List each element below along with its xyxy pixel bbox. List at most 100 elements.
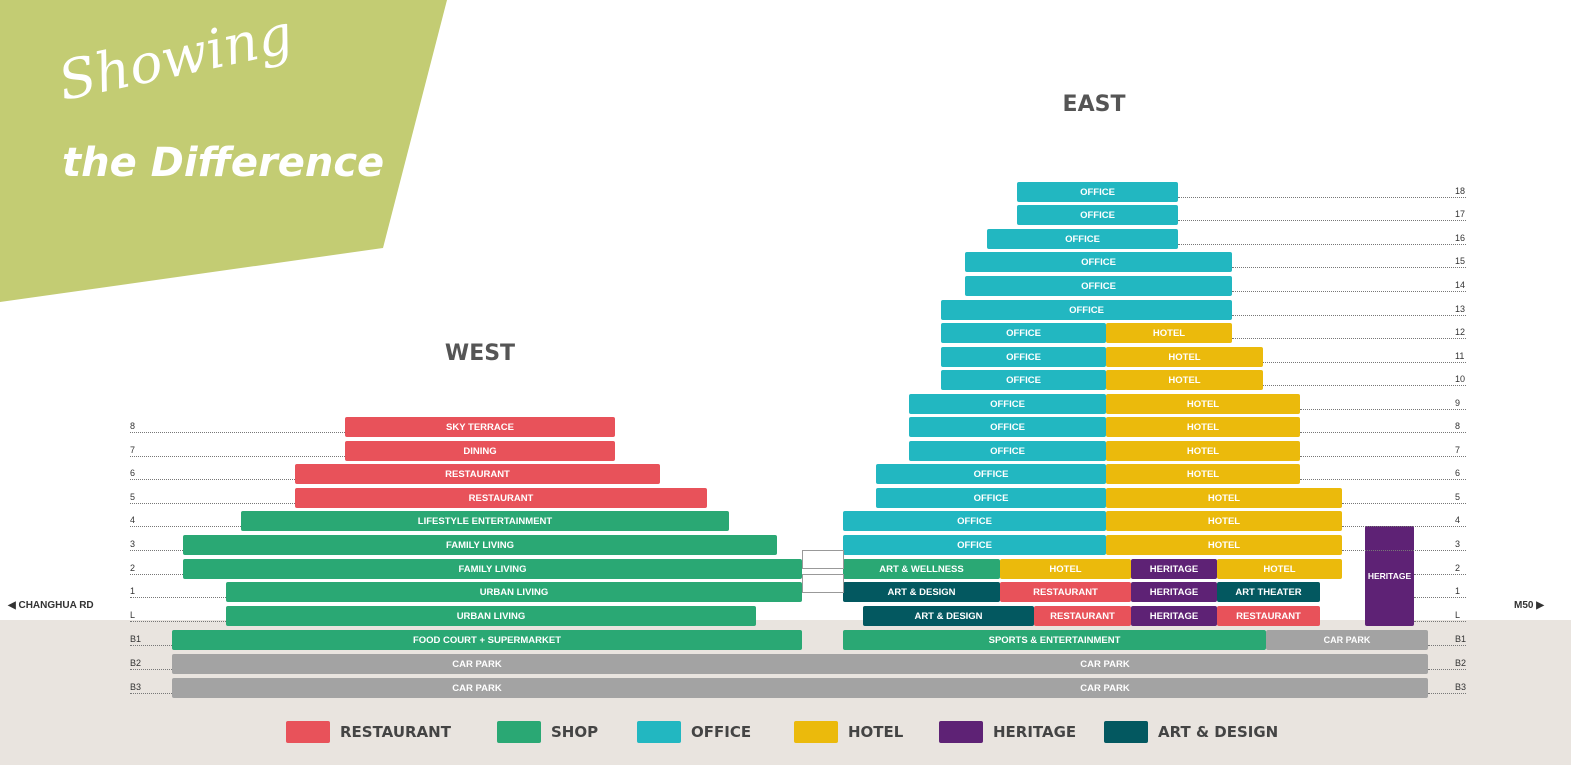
east-floor-2-heritage-block: HERITAGE [1131, 559, 1217, 579]
east-floor-1-restaurant-block: RESTAURANT [1000, 582, 1131, 602]
east-floor-label: B1 [1455, 634, 1467, 644]
west-floor-7-dining-block: DINING [345, 441, 615, 461]
east-floor-2-hotel-block: HOTEL [1000, 559, 1131, 579]
east-floor-b3-car-park-block: CAR PARK [782, 678, 1428, 698]
east-floor-3-hotel-block: HOTEL [1106, 535, 1342, 555]
west-floor-5-restaurant-block: RESTAURANT [295, 488, 707, 508]
east-floor-9-office-block: OFFICE [909, 394, 1106, 414]
west-floor-label: 4 [130, 515, 136, 525]
west-floor-leader-line [130, 621, 226, 622]
east-floor-leader-line [1232, 291, 1466, 292]
west-floor-l-urban-living-block: URBAN LIVING [226, 606, 756, 626]
east-floor-label: 10 [1455, 374, 1466, 384]
west-floor-label: B1 [130, 634, 142, 644]
east-floor-8-hotel-block: HOTEL [1106, 417, 1300, 437]
west-floor-label: 5 [130, 492, 136, 502]
east-floor-leader-line [1414, 621, 1466, 622]
east-floor-label: 1 [1455, 586, 1461, 596]
east-floor-label: 16 [1455, 233, 1466, 243]
east-floor-label: B3 [1455, 682, 1467, 692]
bridge-connector [802, 550, 844, 569]
west-floor-leader-line [130, 574, 183, 575]
east-floor-9-hotel-block: HOTEL [1106, 394, 1300, 414]
east-heading: EAST [1062, 92, 1126, 117]
east-floor-leader-line [1342, 526, 1466, 527]
title-line-2: the Difference [62, 140, 385, 186]
east-floor-13-office-block: OFFICE [941, 300, 1232, 320]
east-floor-label: 6 [1455, 468, 1461, 478]
east-floor-leader-line [1342, 503, 1466, 504]
west-floor-6-restaurant-block: RESTAURANT [295, 464, 660, 484]
east-floor-15-office-block: OFFICE [965, 252, 1232, 272]
legend-label: ART & DESIGN [1158, 723, 1279, 741]
east-floor-7-office-block: OFFICE [909, 441, 1106, 461]
east-floor-leader-line [1428, 645, 1466, 646]
east-floor-leader-line [1300, 432, 1466, 433]
east-floor-label: 18 [1455, 186, 1466, 196]
legend-swatch [794, 721, 838, 743]
west-floor-3-family-living-block: FAMILY LIVING [183, 535, 777, 555]
east-floor-3-office-block: OFFICE [843, 535, 1106, 555]
east-floor-7-hotel-block: HOTEL [1106, 441, 1300, 461]
legend-label: SHOP [551, 723, 599, 741]
east-floor-label: 15 [1455, 256, 1466, 266]
west-floor-label: 7 [130, 445, 136, 455]
east-floor-leader-line [1178, 244, 1466, 245]
west-floor-4-lifestyle-entertainment-block: LIFESTYLE ENTERTAINMENT [241, 511, 729, 531]
east-floor-leader-line [1178, 197, 1466, 198]
west-floor-label: 6 [130, 468, 136, 478]
east-floor-5-office-block: OFFICE [876, 488, 1106, 508]
legend-swatch [497, 721, 541, 743]
legend-label: HOTEL [848, 723, 904, 741]
west-floor-b1-food-court-supermarket-block: FOOD COURT + SUPERMARKET [172, 630, 802, 650]
west-floor-leader-line [130, 693, 172, 694]
west-floor-label: 3 [130, 539, 136, 549]
east-floor-14-office-block: OFFICE [965, 276, 1232, 296]
west-floor-leader-line [130, 432, 345, 433]
east-floor-2-art-wellness-block: ART & WELLNESS [843, 559, 1000, 579]
east-floor-b2-car-park-block: CAR PARK [782, 654, 1428, 674]
east-floor-leader-line [1178, 220, 1466, 221]
east-floor-2-hotel-block: HOTEL [1217, 559, 1342, 579]
east-floor-6-hotel-block: HOTEL [1106, 464, 1300, 484]
east-floor-leader-line [1300, 409, 1466, 410]
east-floor-label: 2 [1455, 563, 1461, 573]
east-floor-18-office-block: OFFICE [1017, 182, 1178, 202]
west-floor-leader-line [130, 597, 226, 598]
east-floor-leader-line [1414, 597, 1466, 598]
west-floor-label: B2 [130, 658, 142, 668]
east-floor-label: 17 [1455, 209, 1466, 219]
east-floor-l-restaurant-block: RESTAURANT [1217, 606, 1320, 626]
title-banner [0, 0, 447, 302]
east-floor-label: 9 [1455, 398, 1461, 408]
east-floor-12-hotel-block: HOTEL [1106, 323, 1232, 343]
west-floor-b2-car-park-block: CAR PARK [172, 654, 782, 674]
east-floor-l-heritage-block: HERITAGE [1131, 606, 1217, 626]
east-floor-b1-car-park-block: CAR PARK [1266, 630, 1428, 650]
west-floor-leader-line [130, 503, 295, 504]
east-floor-label: 7 [1455, 445, 1461, 455]
east-floor-1-art-design-block: ART & DESIGN [843, 582, 1000, 602]
east-floor-label: 5 [1455, 492, 1461, 502]
west-floor-leader-line [130, 456, 345, 457]
west-floor-leader-line [130, 479, 295, 480]
east-floor-17-office-block: OFFICE [1017, 205, 1178, 225]
west-floor-2-family-living-block: FAMILY LIVING [183, 559, 802, 579]
east-floor-leader-line [1300, 456, 1466, 457]
west-floor-label: 1 [130, 586, 136, 596]
east-floor-label: 14 [1455, 280, 1466, 290]
west-floor-8-sky-terrace-block: SKY TERRACE [345, 417, 615, 437]
east-floor-l-restaurant-block: RESTAURANT [1034, 606, 1131, 626]
east-floor-label: 3 [1455, 539, 1461, 549]
legend-swatch [939, 721, 983, 743]
east-floor-label: 13 [1455, 304, 1466, 314]
legend-swatch [286, 721, 330, 743]
west-floor-label: 2 [130, 563, 136, 573]
west-floor-leader-line [130, 550, 183, 551]
east-floor-10-office-block: OFFICE [941, 370, 1106, 390]
east-floor-4-hotel-block: HOTEL [1106, 511, 1342, 531]
east-floor-label: 12 [1455, 327, 1466, 337]
west-floor-leader-line [130, 526, 241, 527]
east-floor-leader-line [1232, 267, 1466, 268]
west-floor-label: B3 [130, 682, 142, 692]
